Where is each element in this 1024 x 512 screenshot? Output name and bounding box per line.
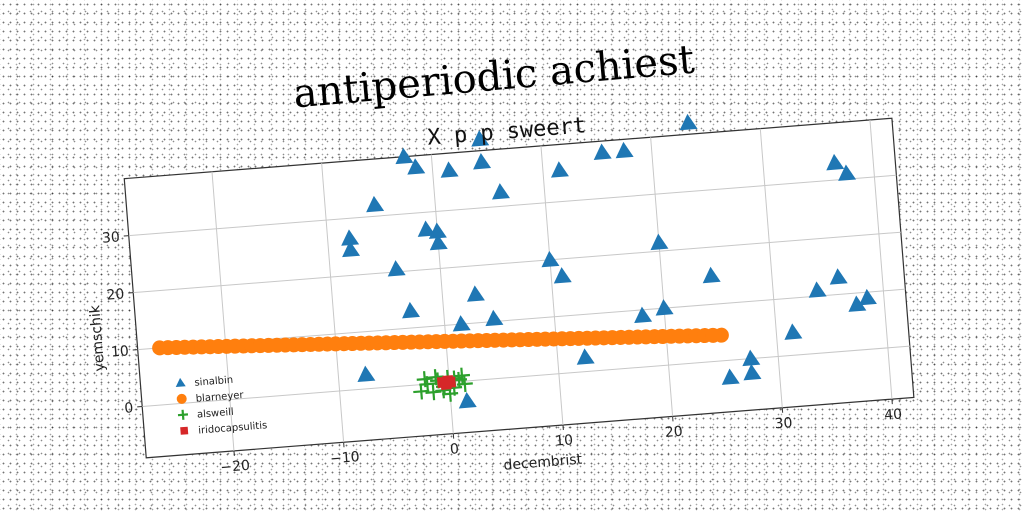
point-sinalbin — [615, 141, 634, 159]
point-sinalbin — [858, 288, 877, 306]
point-sinalbin — [679, 113, 698, 131]
point-alsweill — [427, 369, 444, 386]
x-tick-label: 30 — [774, 415, 793, 432]
y-axis-ticks: 0 10 20 30 — [101, 229, 143, 417]
point-sinalbin — [550, 161, 569, 178]
x-tick-label: −10 — [330, 449, 361, 467]
point-sinalbin — [366, 195, 385, 213]
grid-line-y — [142, 345, 910, 408]
point-sinalbin — [650, 233, 669, 251]
point-sinalbin — [485, 309, 504, 327]
point-alsweill — [416, 371, 433, 388]
grid-line-y — [128, 174, 897, 237]
series-blarneyer — [152, 327, 729, 356]
legend-label-iridocapsulitis: iridocapsulitis — [198, 420, 268, 436]
y-tick-label: 10 — [110, 343, 129, 360]
point-sinalbin — [784, 323, 803, 340]
legend-marker-alsweill — [177, 409, 189, 420]
point-sinalbin — [576, 348, 595, 365]
plus-stroke-v — [422, 371, 427, 388]
point-alsweill — [425, 384, 442, 401]
point-sinalbin — [634, 306, 653, 324]
point-sinalbin — [742, 349, 761, 367]
point-sinalbin — [492, 183, 510, 200]
figure-suptitle: antiperiodic achiest — [291, 37, 696, 118]
point-sinalbin — [341, 229, 360, 246]
grid-line-x — [869, 119, 893, 400]
point-sinalbin — [466, 285, 485, 302]
point-sinalbin — [541, 250, 560, 268]
plus-stroke-v — [419, 383, 423, 400]
point-blarneyer — [713, 327, 729, 343]
x-tick-label: 10 — [555, 432, 574, 449]
point-sinalbin — [428, 222, 447, 239]
grid-line-x — [211, 171, 235, 451]
point-sinalbin — [387, 260, 406, 277]
legend-label-blarneyer: blarneyer — [195, 390, 244, 405]
y-tick-label: 30 — [101, 229, 120, 246]
axes-frame — [123, 117, 915, 459]
point-sinalbin — [808, 281, 827, 298]
point-sinalbin — [471, 130, 490, 147]
legend-marker-sinalbin — [175, 377, 186, 388]
point-sinalbin — [593, 143, 612, 160]
point-sinalbin — [357, 365, 376, 383]
point-sinalbin — [702, 266, 721, 284]
point-sinalbin — [342, 240, 361, 258]
legend-marker-blarneyer — [176, 393, 187, 404]
point-sinalbin — [553, 267, 572, 284]
y-tick-label: 0 — [124, 400, 134, 417]
point-sinalbin — [826, 153, 845, 171]
point-sinalbin — [407, 158, 426, 175]
plus-stroke-v — [433, 369, 438, 386]
point-sinalbin — [440, 161, 459, 178]
x-tick-label: 0 — [449, 441, 459, 458]
point-sinalbin — [655, 299, 674, 316]
legend-label-sinalbin: sinalbin — [194, 375, 233, 389]
series-sinalbin — [341, 113, 877, 409]
grid-line-x — [540, 145, 564, 426]
x-axis-label: decembrist — [503, 452, 583, 474]
plus-stroke-v — [431, 384, 436, 401]
y-axis-label: yemschik — [87, 304, 108, 372]
x-tick-label: −20 — [220, 458, 251, 476]
point-sinalbin — [458, 392, 477, 409]
point-sinalbin — [429, 233, 448, 251]
y-tick-label: 20 — [106, 286, 125, 303]
grid-lines — [128, 119, 910, 451]
point-sinalbin — [829, 268, 848, 285]
grid-line-x — [321, 163, 345, 443]
plus-stroke-v — [463, 375, 467, 393]
point-sinalbin — [452, 315, 471, 332]
point-sinalbin — [743, 363, 762, 381]
point-sinalbin — [721, 368, 740, 385]
point-sinalbin — [838, 164, 857, 181]
point-iridocapsulitis — [444, 376, 456, 388]
x-tick-label: 20 — [664, 424, 683, 441]
legend-marker-iridocapsulitis — [180, 426, 189, 435]
grid-line-y — [133, 231, 901, 294]
plus-stroke-v — [181, 409, 185, 420]
legend-label-alsweill: alsweill — [197, 407, 235, 421]
point-alsweill — [453, 367, 471, 384]
grid-line-x — [759, 128, 783, 408]
series-iridocapsulitis — [436, 375, 456, 390]
point-alsweill — [413, 383, 430, 400]
point-sinalbin — [402, 301, 421, 319]
grid-line-x — [650, 137, 674, 417]
point-sinalbin — [848, 295, 867, 312]
x-axis-ticks: −20 −10 0 10 20 30 40 — [220, 399, 903, 476]
point-sinalbin — [473, 153, 492, 170]
plus-stroke-v — [460, 367, 464, 384]
x-tick-label: 40 — [884, 406, 903, 423]
point-sinalbin — [417, 220, 436, 237]
point-sinalbin — [395, 147, 414, 165]
data-marks — [152, 113, 877, 409]
point-alsweill — [456, 375, 473, 393]
